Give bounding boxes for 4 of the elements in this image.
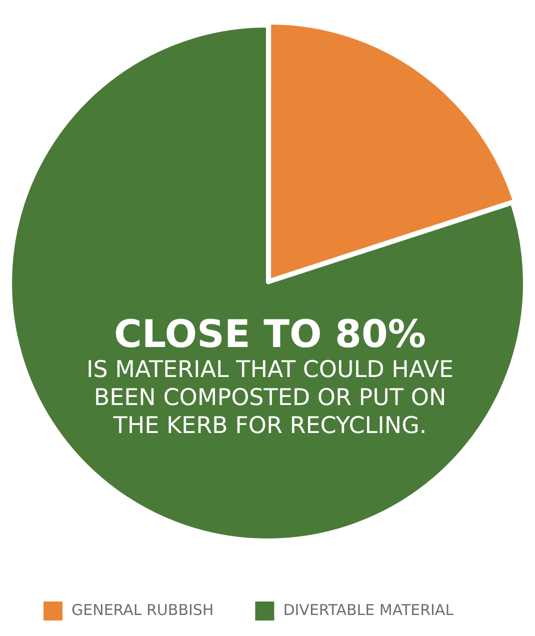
text: CLOSE TO 80% [112, 312, 427, 356]
legend-label: DIVERTABLE MATERIAL [283, 600, 454, 619]
legend-label: GENERAL RUBBISH [72, 600, 214, 619]
text: IS MATERIAL THAT COULD HAVE BEEN COMPOSTED OR PUT ON THE KERB FOR RECYCLING. [85, 356, 454, 440]
